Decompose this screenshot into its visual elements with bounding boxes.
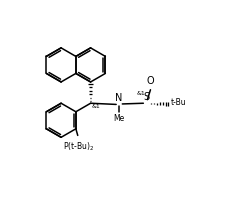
Text: N: N: [115, 93, 123, 103]
Text: O: O: [147, 76, 154, 86]
Text: S: S: [143, 92, 149, 102]
Text: t-Bu: t-Bu: [171, 98, 187, 107]
Text: Me: Me: [113, 114, 125, 123]
Text: &1: &1: [137, 91, 145, 96]
Text: &1: &1: [92, 104, 101, 109]
Text: P(t-Bu)$_2$: P(t-Bu)$_2$: [63, 141, 94, 153]
